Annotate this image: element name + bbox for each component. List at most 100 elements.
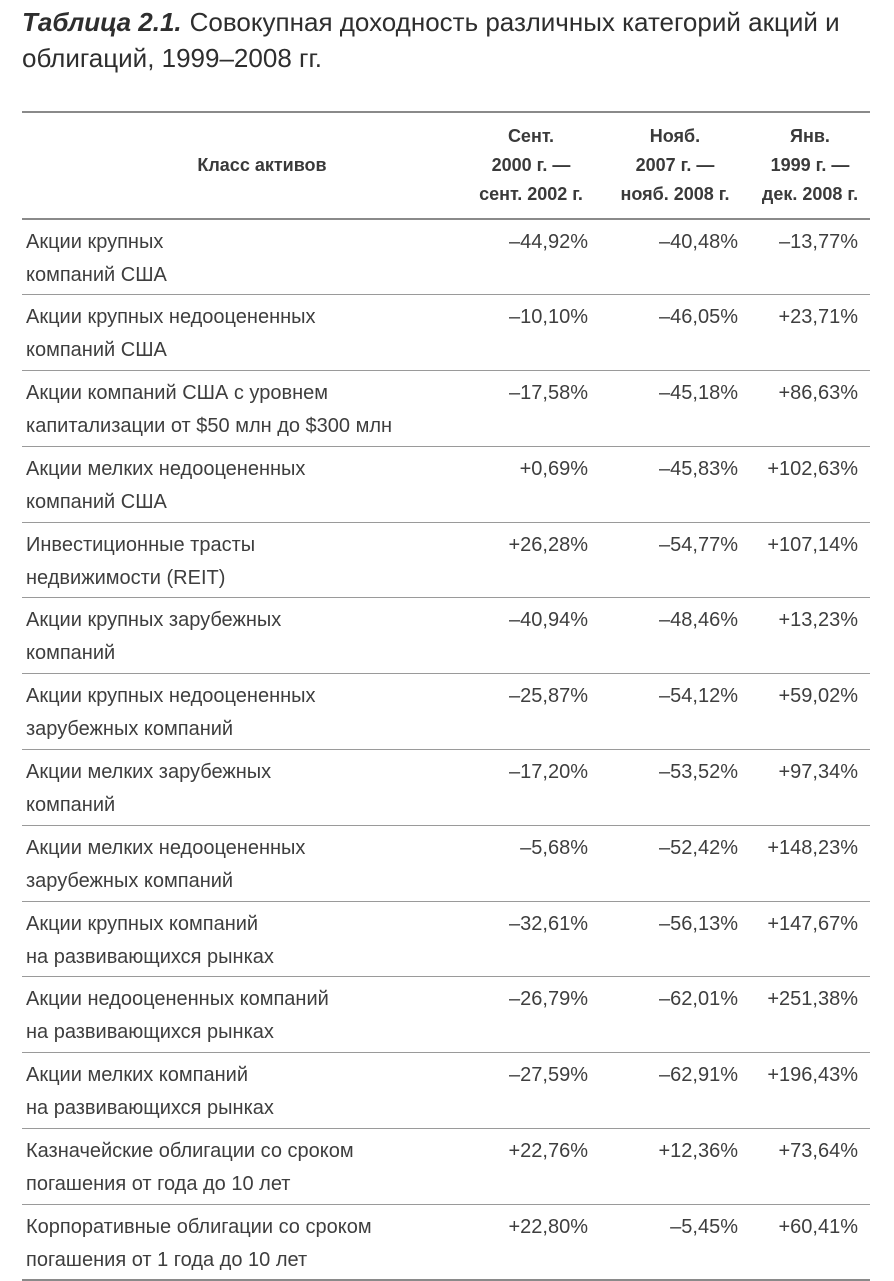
return-period-2-cell: –5,45% [670,1215,738,1238]
asset-class-line: Инвестиционные трасты [26,533,256,556]
return-period-3-cell: +86,63% [778,382,858,405]
asset-class-line: Акции крупных компаний [26,912,259,935]
header-period-1-line-1: Сент. [507,126,555,146]
asset-class-cell: Акции мелких компаний на развивающихся ры… [22,1053,462,1129]
return-period-3-cell: +23,71% [778,306,858,329]
header-period-2: Нояб. 2007 г. — нояб. 2008 г. [600,112,750,219]
return-period-1-cell: –32,61% [509,912,588,935]
table-row: Акции мелких недооцененных зарубежных ком… [22,825,870,902]
return-period-1-cell: –17,58% [509,382,588,405]
asset-class-line: недвижимости (REIT) [26,566,226,589]
returns-table: Класс активов Сент. 2000 г. — сент. 2002… [22,111,870,1281]
return-period-2-cell: +12,36% [658,1140,738,1163]
asset-class-line: Акции крупных зарубежных [26,609,282,632]
asset-class-cell: Акции компаний США с уровнем капитализаци… [22,371,462,447]
asset-class-line: погашения от 1 года до 10 лет [26,1248,308,1271]
asset-class-cell: Акции мелких недооцененных зарубежных ком… [22,825,462,901]
asset-class-cell: Акции мелких недооцененных компаний США [22,446,462,522]
header-period-2-line-3: нояб. 2008 г. [620,184,730,204]
asset-class-line: Акции мелких зарубежных [26,761,272,784]
return-period-3-cell: +147,67% [767,912,858,935]
asset-class-line: Акции крупных недооцененных [26,685,316,708]
table-row: Акции крупных недооцененных компаний США –… [22,295,870,371]
asset-class-line: компаний [26,642,116,665]
table-row: Акции недооцененных компаний на развивающ… [22,977,870,1053]
caption-text: Совокупная доходность различных категори… [22,7,840,73]
return-period-1-cell: –17,20% [509,761,588,784]
return-period-1-cell: –10,10% [509,306,588,329]
return-period-2-cell: –54,77% [659,533,738,556]
return-period-3-cell: +97,34% [778,761,858,784]
asset-class-line: зарубежных компаний [26,869,234,892]
asset-class-line: на развивающихся рынках [26,945,274,968]
table-caption: Таблица 2.1. Совокупная доходность различ… [22,4,872,76]
table-row: Акции крупных недооцененных зарубежных ко… [22,674,870,750]
caption-label: Таблица 2.1. [22,7,182,37]
return-period-2-cell: –45,83% [659,457,738,480]
table-row: Акции мелких компаний на развивающихся ры… [22,1053,870,1129]
header-asset-class: Класс активов [197,155,327,175]
asset-class-cell: Акции крупных недооцененных компаний США [22,295,462,371]
header-period-3-line-3: дек. 2008 г. [761,184,859,204]
asset-class-cell: Акции крупных компаний на развивающихся р… [22,901,462,977]
return-period-3-cell: +148,23% [767,836,858,859]
return-period-1-cell: –27,59% [509,1064,588,1087]
asset-class-line: Акции мелких недооцененных [26,457,306,480]
asset-class-line: погашения от года до 10 лет [26,1173,291,1196]
return-period-2-cell: –53,52% [659,761,738,784]
header-period-1: Сент. 2000 г. — сент. 2002 г. [462,112,600,219]
header-period-3-line-1: Янв. [790,126,830,146]
asset-class-line: зарубежных компаний [26,718,234,741]
return-period-3-cell: +107,14% [767,533,858,556]
asset-class-cell: Корпоративные облигации со сроком погашен… [22,1204,462,1280]
asset-class-line: компаний США [26,264,167,286]
return-period-2-cell: –52,42% [659,836,738,859]
asset-class-line: Корпоративные облигации со сроком [26,1215,372,1238]
table-row: Инвестиционные трасты недвижимости (REIT)… [22,522,870,598]
asset-class-cell: Акции мелких зарубежных компаний [22,750,462,826]
asset-class-line: Акции компаний США с уровнем [26,382,328,405]
table-header: Класс активов Сент. 2000 г. — сент. 2002… [22,112,870,219]
asset-class-cell: Акции крупных недооцененных зарубежных ко… [22,674,462,750]
return-period-2-cell: –48,46% [659,609,738,632]
return-period-1-cell: –26,79% [509,988,588,1011]
table-body: Акции крупных компаний США –44,92% –40,48% –… [22,219,870,1281]
table-row: Акции мелких зарубежных компаний –17,20% –5… [22,750,870,826]
table-row: Акции крупных зарубежных компаний –40,94% –… [22,598,870,674]
table-row: Акции крупных компаний США –44,92% –40,48% –… [22,219,870,295]
asset-class-line: Акции недооцененных компаний [26,988,329,1011]
return-period-2-cell: –40,48% [659,231,738,253]
asset-class-line: на развивающихся рынках [26,1021,274,1044]
return-period-1-cell: +26,28% [508,533,588,556]
return-period-1-cell: +0,69% [519,457,588,480]
header-row: Класс активов Сент. 2000 г. — сент. 2002… [22,112,870,219]
table-row: Акции компаний США с уровнем капитализаци… [22,371,870,447]
asset-class-cell: Акции недооцененных компаний на развивающ… [22,977,462,1053]
return-period-3-cell: +102,63% [767,457,858,480]
return-period-3-cell: +251,38% [767,988,858,1011]
return-period-2-cell: –45,18% [659,382,738,405]
asset-class-cell: Казначейские облигации со сроком погашени… [22,1129,462,1205]
asset-class-cell: Акции крупных зарубежных компаний [22,598,462,674]
asset-class-line: компаний США [26,339,167,362]
return-period-2-cell: –54,12% [659,685,738,708]
asset-class-line: компаний [26,794,116,817]
return-period-3-cell: +73,64% [778,1140,858,1163]
header-period-1-line-3: сент. 2002 г. [479,184,583,204]
asset-class-line: Казначейские облигации со сроком [26,1140,354,1163]
table-row: Акции крупных компаний на развивающихся р… [22,901,870,977]
return-period-1-cell: +22,76% [508,1140,588,1163]
asset-class-line: Акции мелких компаний [26,1064,248,1087]
header-period-3: Янв. 1999 г. — дек. 2008 г. [750,112,870,219]
return-period-2-cell: –62,91% [659,1064,738,1087]
header-period-1-line-2: 2000 г. — [491,155,571,175]
asset-class-line: Акции крупных [26,231,164,253]
header-period-2-line-1: Нояб. [649,126,701,146]
header-period-3-line-2: 1999 г. — [770,155,850,175]
return-period-1-cell: –44,92% [509,231,588,253]
return-period-1-cell: –5,68% [520,836,588,859]
asset-class-line: Акции крупных недооцененных [26,306,316,329]
return-period-3-cell: +59,02% [778,685,858,708]
return-period-3-cell: +60,41% [778,1215,858,1238]
asset-class-line: на развивающихся рынках [26,1097,274,1120]
